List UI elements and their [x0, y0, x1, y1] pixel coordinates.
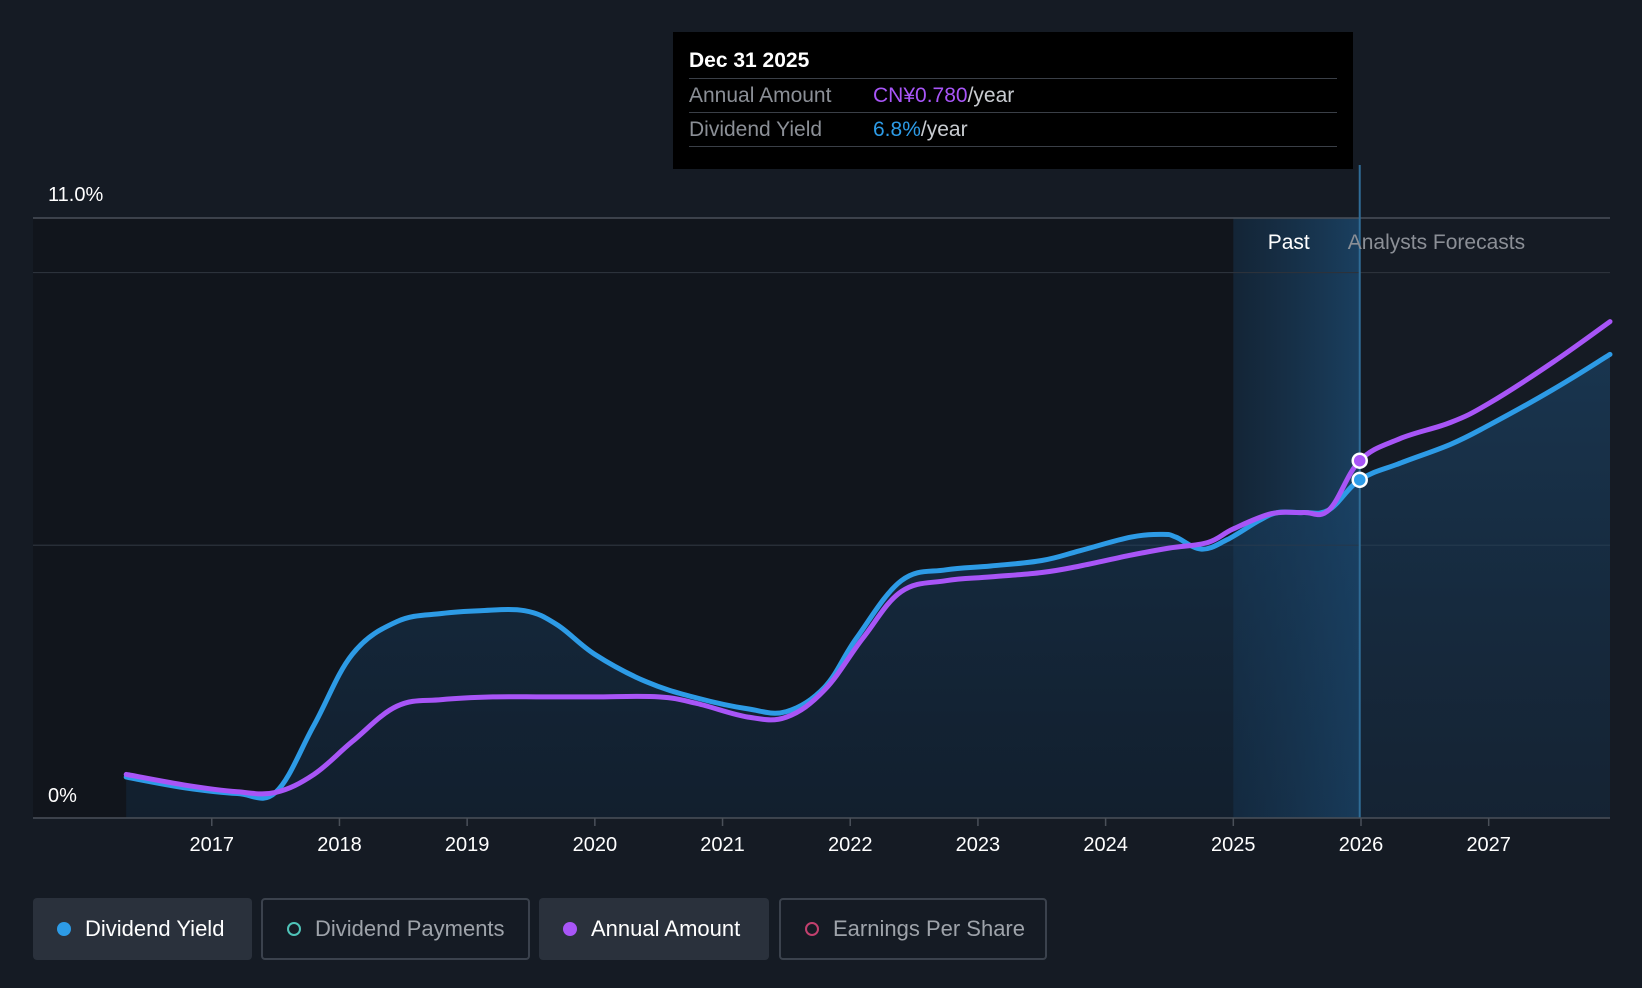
chart-tooltip: Dec 31 2025 Annual Amount CN¥0.780 /year… [673, 32, 1353, 169]
legend-dividend-payments[interactable]: Dividend Payments [261, 898, 530, 960]
tooltip-unit: /year [920, 118, 968, 141]
x-tick-label: 2023 [956, 834, 1001, 856]
y-axis-top-label: 11.0% [48, 184, 103, 206]
dividend-payments-ring-icon [287, 922, 301, 936]
tooltip-value: 6.8% [873, 118, 921, 141]
hover-markers [1351, 452, 1368, 489]
x-tick-label: 2025 [1211, 834, 1256, 856]
legend-annual-amount[interactable]: Annual Amount [539, 898, 769, 960]
x-tick-label: 2018 [317, 834, 362, 856]
x-tick-label: 2026 [1339, 834, 1384, 856]
legend-label: Annual Amount [591, 916, 741, 941]
tooltip-row-dividend-yield: Dividend Yield 6.8% /year [689, 112, 1337, 147]
dividend-yield-marker [1351, 471, 1368, 489]
forecast-label: Analysts Forecasts [1348, 231, 1525, 254]
x-tick-label: 2019 [445, 834, 490, 856]
past-label: Past [1268, 231, 1310, 254]
tooltip-label: Dividend Yield [689, 118, 823, 141]
dividend-yield-dot-icon [57, 922, 71, 936]
annual-amount-marker [1351, 452, 1368, 469]
x-tick-label: 2017 [190, 834, 235, 856]
x-tick-label: 2022 [828, 834, 873, 856]
annual-amount-dot-icon [563, 922, 577, 936]
annual-amount-line [123, 319, 1613, 797]
tooltip-value: CN¥0.780 [873, 84, 968, 107]
x-tick-label: 2024 [1083, 834, 1128, 856]
legend-earnings-per-share[interactable]: Earnings Per Share [779, 898, 1047, 960]
legend-label: Dividend Payments [315, 916, 505, 941]
tooltip-label: Annual Amount [689, 84, 832, 107]
legend-label: Earnings Per Share [833, 916, 1025, 941]
earnings-per-share-ring-icon [805, 922, 819, 936]
dividend-yield-area [126, 354, 1611, 818]
x-tick-label: 2021 [700, 834, 745, 856]
y-axis-bottom-label: 0% [48, 785, 77, 807]
legend-dividend-yield[interactable]: Dividend Yield [33, 898, 252, 960]
x-axis-ticks: 2017 2018 2019 2020 2021 2022 2023 2024 2025 2026… [190, 818, 1511, 856]
x-tick-label: 2027 [1466, 834, 1511, 856]
legend-label: Dividend Yield [85, 916, 225, 941]
tooltip-date: Dec 31 2025 [689, 49, 810, 72]
x-tick-label: 2020 [573, 834, 618, 856]
tooltip-unit: /year [967, 84, 1015, 107]
tooltip-row-annual-amount: Annual Amount CN¥0.780 /year [689, 78, 1337, 112]
